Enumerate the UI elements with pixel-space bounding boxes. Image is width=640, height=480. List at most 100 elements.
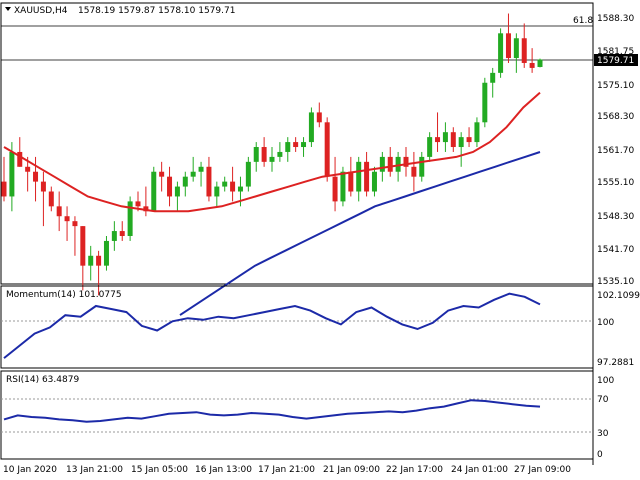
- candle-body: [182, 176, 188, 187]
- candle-body: [56, 206, 62, 217]
- candle-body: [537, 59, 543, 67]
- candle-body: [80, 226, 86, 266]
- candle-body: [490, 72, 496, 83]
- header: XAUUSD,H4 1578.19 1579.87 1578.10 1579.7…: [5, 6, 235, 16]
- candle-body: [482, 82, 488, 123]
- candle-body: [151, 171, 157, 212]
- ohlc-values: 1578.19 1579.87 1578.10 1579.71: [78, 6, 235, 16]
- candle-body: [261, 147, 267, 162]
- candle-body: [9, 151, 15, 197]
- candle-body: [387, 156, 393, 172]
- candle-body: [411, 166, 417, 177]
- time-tick: 10 Jan 2020: [3, 465, 57, 475]
- candle-body: [427, 137, 433, 157]
- candle-body: [103, 240, 109, 266]
- candle-body: [364, 161, 370, 192]
- dropdown-arrow-icon[interactable]: [5, 7, 11, 11]
- time-tick: 15 Jan 05:00: [131, 465, 188, 475]
- candle-body: [17, 151, 23, 167]
- candle-body: [529, 62, 535, 68]
- price-tick: 1548.30: [597, 212, 634, 222]
- time-tick: 27 Jan 09:00: [514, 465, 571, 475]
- candle-body: [167, 176, 173, 197]
- candle-body: [143, 206, 149, 212]
- candle-body: [277, 151, 283, 157]
- candle-body: [269, 156, 275, 162]
- rsi-panel-frame: [0, 370, 594, 460]
- price-tick: 1588.30: [597, 14, 634, 24]
- time-tick: 16 Jan 13:00: [195, 465, 252, 475]
- candle-body: [198, 166, 204, 172]
- time-tick: 13 Jan 21:00: [66, 465, 123, 475]
- candle-body: [214, 186, 220, 197]
- candle-body: [466, 137, 472, 143]
- momentum-tick: 100: [597, 318, 614, 328]
- candle-body: [324, 122, 330, 177]
- rsi-label: RSI(14) 63.4879: [6, 375, 79, 385]
- candle-body: [395, 156, 401, 172]
- time-tick: 21 Jan 09:00: [323, 465, 380, 475]
- candle-body: [356, 161, 362, 192]
- rsi-tick: 100: [597, 376, 614, 386]
- candle-body: [64, 216, 70, 222]
- price-tick: 1581.75: [597, 47, 634, 57]
- price-tick: 1555.10: [597, 178, 634, 188]
- symbol-timeframe: XAUUSD,H4: [14, 6, 68, 16]
- candle-body: [521, 38, 527, 63]
- price-tick: 1541.70: [597, 245, 634, 255]
- candle-body: [348, 171, 354, 192]
- time-tick: 24 Jan 01:00: [451, 465, 508, 475]
- candle-body: [253, 147, 259, 162]
- price-tick: 1561.70: [597, 146, 634, 156]
- fib-label: 61.8: [573, 16, 593, 26]
- time-axis: 10 Jan 2020 13 Jan 21:00 15 Jan 05:00 16…: [3, 465, 571, 475]
- candle-body: [308, 112, 314, 143]
- momentum-tick: 97.2881: [597, 358, 634, 368]
- candle-body: [285, 142, 291, 152]
- candle-body: [206, 166, 212, 197]
- candle-body: [301, 142, 307, 148]
- candle-body: [513, 38, 519, 59]
- rsi-tick: 70: [597, 395, 609, 405]
- ma-slow-line: [179, 151, 541, 316]
- candle-body: [505, 33, 511, 59]
- time-tick: 17 Jan 21:00: [258, 465, 315, 475]
- price-tick: 1535.10: [597, 277, 634, 287]
- candle-body: [88, 255, 94, 266]
- candle-body: [458, 137, 464, 148]
- candle-body: [127, 201, 133, 237]
- candle-body: [245, 161, 251, 187]
- price-axis: 1588.30 1581.75 1575.10 1568.30 1561.70 …: [597, 14, 634, 287]
- candle-body: [222, 181, 228, 187]
- candle-body: [135, 201, 141, 207]
- momentum-label: Momentum(14) 101.0775: [6, 290, 122, 300]
- candle-body: [316, 112, 322, 123]
- rsi-tick: 30: [597, 429, 609, 439]
- candle-body: [174, 186, 180, 197]
- candle-body: [403, 156, 409, 167]
- price-tick: 1575.10: [597, 81, 634, 91]
- candle-body: [435, 137, 441, 143]
- candle-body: [442, 132, 448, 143]
- candle-body: [159, 171, 165, 177]
- candle-body: [498, 33, 504, 73]
- candle-body: [230, 181, 236, 192]
- current-price-text: 1579.71: [597, 56, 634, 66]
- time-tick: 22 Jan 17:00: [386, 465, 443, 475]
- candle-body: [48, 191, 54, 207]
- current-price-badge: 1579.71: [594, 54, 638, 66]
- candle-body: [111, 231, 117, 241]
- candle-body: [474, 122, 480, 143]
- rsi-line: [3, 399, 541, 423]
- candle-body: [96, 255, 102, 266]
- candle-body: [237, 186, 243, 192]
- momentum-line: [3, 292, 541, 359]
- candle-body: [190, 171, 196, 177]
- candle-body: [293, 142, 299, 148]
- candle-body: [419, 156, 425, 177]
- candle-body: [1, 181, 7, 197]
- momentum-panel-frame: [0, 285, 594, 369]
- candle-body: [33, 171, 39, 182]
- candle-body: [340, 171, 346, 202]
